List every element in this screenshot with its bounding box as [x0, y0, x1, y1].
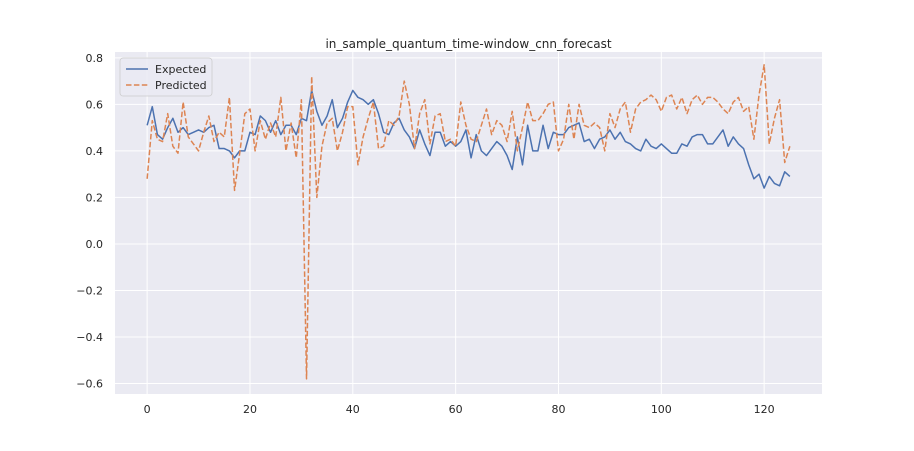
legend-label: Predicted	[155, 79, 207, 92]
y-tick-label: −0.6	[76, 378, 103, 391]
y-tick-label: 0.8	[86, 52, 104, 65]
y-axis: −0.6 −0.4 −0.2 0.0 0.2 0.4 0.6 0.8	[76, 52, 103, 391]
legend-label: Expected	[155, 63, 206, 76]
x-tick-label: 60	[449, 403, 463, 416]
x-tick-label: 120	[754, 403, 775, 416]
y-tick-label: −0.2	[76, 284, 103, 297]
plot-area	[115, 52, 822, 394]
x-tick-label: 20	[243, 403, 257, 416]
legend-box	[119, 57, 213, 97]
series-group	[146, 64, 791, 380]
y-tick-label: 0.2	[86, 191, 104, 204]
y-tick-label: −0.4	[76, 331, 103, 344]
x-tick-label: 100	[651, 403, 672, 416]
x-axis: 0 20 40 60 80 100 120	[144, 403, 775, 416]
series-line-predicted	[146, 64, 791, 380]
legend: Expected Predicted	[119, 57, 213, 97]
x-tick-label: 0	[144, 403, 151, 416]
y-tick-label: 0.4	[86, 145, 104, 158]
series-line-expected	[146, 89, 791, 189]
x-tick-label: 40	[346, 403, 360, 416]
y-tick-label: 0.0	[86, 238, 104, 251]
y-tick-label: 0.6	[86, 98, 104, 111]
x-tick-label: 80	[551, 403, 565, 416]
chart-title: in_sample_quantum_time-window_cnn_foreca…	[325, 37, 611, 51]
